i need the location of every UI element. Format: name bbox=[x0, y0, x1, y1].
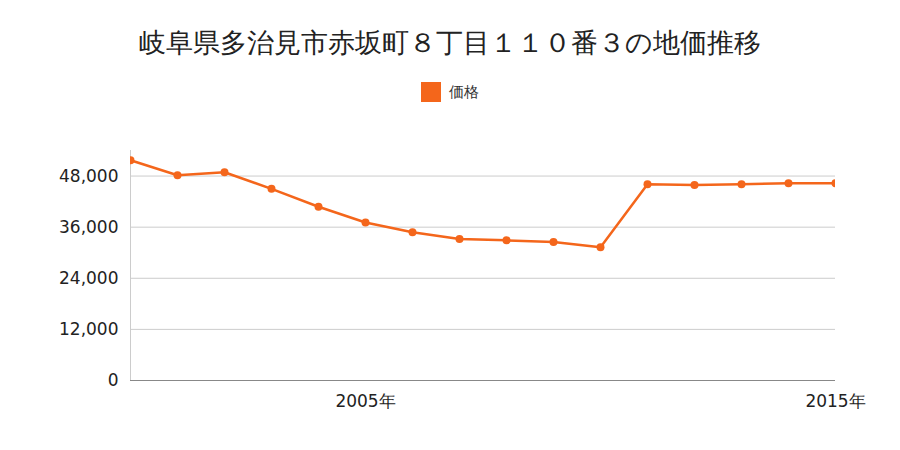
svg-text:24,000: 24,000 bbox=[59, 268, 118, 288]
svg-text:12,000: 12,000 bbox=[59, 319, 118, 339]
svg-text:2005年: 2005年 bbox=[335, 391, 395, 411]
html-text:価格: 価格 bbox=[449, 82, 479, 101]
svg-text:48,000: 48,000 bbox=[59, 165, 118, 185]
svg-text:2015年: 2015年 bbox=[805, 391, 865, 411]
html-text:岐阜県多治見市赤坂町８丁目１１０番３の地価推移: 岐阜県多治見市赤坂町８丁目１１０番３の地価推移 bbox=[139, 27, 761, 58]
svg-text:36,000: 36,000 bbox=[59, 217, 118, 237]
svg-text:0: 0 bbox=[108, 370, 119, 390]
